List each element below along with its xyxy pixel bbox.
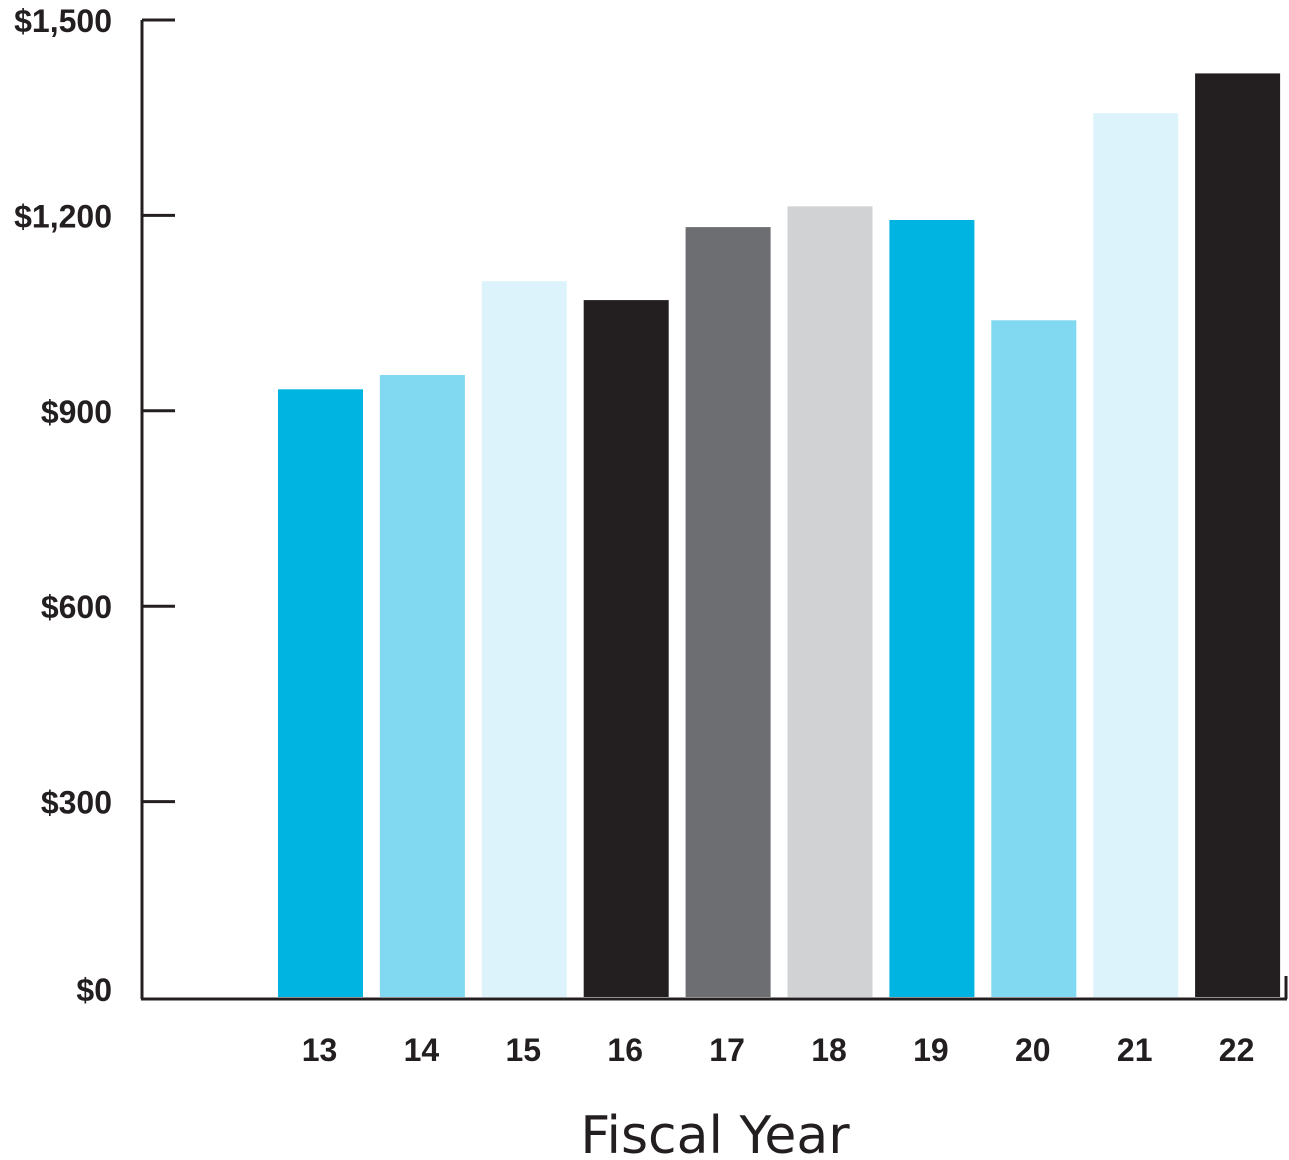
x-tick-label: 20 [1015, 1032, 1051, 1068]
y-tick-label: $1,200 [14, 198, 112, 234]
x-tick-label: 13 [302, 1032, 338, 1068]
x-tick-label: 22 [1219, 1032, 1255, 1068]
x-tick-label: 17 [709, 1032, 745, 1068]
bar-fy13 [278, 389, 363, 997]
bar-fy15 [481, 281, 567, 997]
x-tick-labels: 13 14 15 16 17 18 19 20 21 22 [302, 1032, 1255, 1068]
y-tick-label: $900 [41, 394, 112, 430]
x-tick-label: 16 [607, 1032, 643, 1068]
x-tick-label: 18 [811, 1032, 847, 1068]
y-ticks: $0 $300 $600 $900 $1,200 $1,500 [14, 3, 175, 1008]
bar-fy16 [583, 300, 669, 998]
x-tick-label: 15 [506, 1032, 542, 1068]
y-tick-label: $1,500 [14, 3, 112, 39]
bar-fy14 [379, 375, 465, 997]
y-tick-label: $0 [76, 972, 112, 1008]
bars [278, 73, 1281, 998]
bar-fy19 [889, 220, 975, 997]
x-tick-label: 21 [1117, 1032, 1153, 1068]
x-axis-title: Fiscal Year [580, 1106, 850, 1160]
bar-fy20 [991, 320, 1077, 997]
bar-fy22 [1195, 73, 1281, 997]
x-tick-label: 14 [404, 1032, 440, 1068]
bar-fy17 [685, 227, 771, 998]
y-tick-label: $600 [41, 589, 112, 625]
x-axis [141, 976, 1288, 1001]
y-tick-label: $300 [41, 785, 112, 821]
bar-fy21 [1093, 113, 1179, 998]
bar-fy18 [787, 206, 873, 998]
x-tick-label: 19 [913, 1032, 949, 1068]
